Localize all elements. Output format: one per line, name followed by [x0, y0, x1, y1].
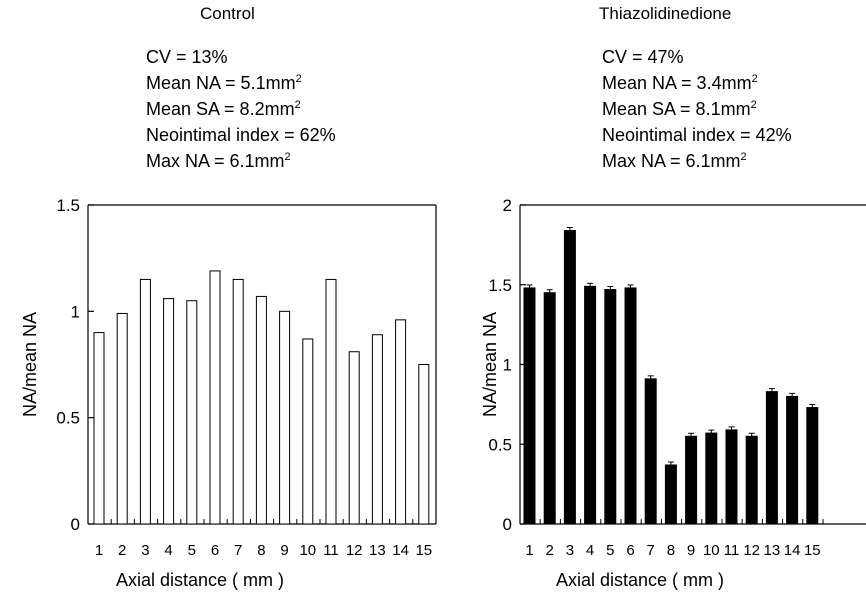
x-tick-label: 6	[211, 542, 219, 559]
y-tick-label: 1.5	[488, 276, 512, 295]
bar	[523, 287, 536, 525]
y-tick-label: 1	[503, 356, 512, 375]
bar	[685, 435, 698, 525]
bar	[255, 295, 267, 525]
bar	[563, 230, 576, 525]
bar	[209, 270, 221, 525]
x-tick-label: 7	[234, 542, 242, 559]
stat-line: Neointimal index = 62%	[146, 125, 336, 145]
bar	[302, 338, 314, 525]
stat-line: CV = 47%	[602, 47, 684, 67]
stats-block: CV = 47% Mean NA = 3.4mm2 Mean SA = 8.1m…	[602, 44, 792, 174]
x-tick-label: 3	[566, 542, 574, 559]
y-tick-label: 2	[503, 196, 512, 215]
stat-line: Mean SA = 8.2mm2	[146, 99, 301, 119]
x-tick-label: 15	[415, 542, 432, 559]
x-tick-label: 2	[118, 542, 126, 559]
y-tick-label: 0.5	[488, 435, 512, 454]
y-tick-label: 0	[71, 515, 80, 534]
y-axis-label: NA/mean NA	[20, 312, 40, 417]
x-tick-label: 2	[546, 542, 554, 559]
bar	[664, 464, 677, 525]
x-tick-label: 9	[687, 542, 695, 559]
bar	[139, 278, 151, 525]
x-tick-label: 10	[703, 542, 720, 559]
y-tick-label: 1.5	[56, 196, 80, 215]
bar	[371, 334, 383, 525]
bar	[348, 351, 360, 525]
bar	[624, 287, 637, 525]
x-tick-label: 4	[586, 542, 594, 559]
y-tick-label: 0	[503, 515, 512, 534]
bar	[705, 432, 718, 525]
bar	[232, 278, 244, 525]
stats-block: CV = 13% Mean NA = 5.1mm2 Mean SA = 8.2m…	[146, 44, 336, 174]
bar	[186, 300, 198, 525]
bar	[116, 312, 128, 525]
stat-line: Mean NA = 5.1mm2	[146, 73, 302, 93]
bar	[418, 364, 430, 525]
x-tick-label: 4	[164, 542, 172, 559]
x-tick-label: 13	[764, 542, 781, 559]
bar	[584, 285, 597, 525]
bar	[745, 435, 758, 525]
x-tick-label: 6	[626, 542, 634, 559]
stat-line: CV = 13%	[146, 47, 228, 67]
x-tick-label: 7	[647, 542, 655, 559]
x-tick-label: 1	[525, 542, 533, 559]
y-tick-label: 0.5	[56, 409, 80, 428]
stat-line: Neointimal index = 42%	[602, 125, 792, 145]
control-panel: Control CV = 13% Mean NA = 5.1mm2 Mean S…	[20, 4, 437, 590]
x-tick-label: 5	[188, 542, 196, 559]
bar	[163, 298, 175, 525]
bar	[806, 407, 819, 525]
x-tick-label: 9	[280, 542, 288, 559]
stat-line: Mean SA = 8.1mm2	[602, 99, 757, 119]
y-axis-label: NA/mean NA	[480, 312, 500, 417]
bar	[395, 319, 407, 525]
x-tick-label: 5	[606, 542, 614, 559]
bar	[725, 429, 738, 525]
bar	[543, 292, 556, 525]
y-tick-label: 1	[71, 302, 80, 321]
stat-line: Max NA = 6.1mm2	[602, 151, 747, 171]
bar	[786, 395, 799, 525]
x-tick-label: 12	[346, 542, 363, 559]
x-tick-label: 1	[95, 542, 103, 559]
x-axis-label: Axial distance ( mm )	[556, 570, 724, 590]
x-tick-label: 14	[784, 542, 801, 559]
x-tick-label: 8	[667, 542, 675, 559]
stat-line: Mean NA = 3.4mm2	[602, 73, 758, 93]
stat-line: Max NA = 6.1mm2	[146, 151, 291, 171]
x-tick-label: 12	[743, 542, 760, 559]
x-tick-label: 15	[804, 542, 821, 559]
x-tick-label: 10	[299, 542, 316, 559]
thiazolidinedione-panel: Thiazolidinedione CV = 47% Mean NA = 3.4…	[440, 0, 866, 597]
x-tick-label: 11	[724, 542, 740, 559]
x-tick-label: 14	[392, 542, 409, 559]
x-axis-label: Axial distance ( mm )	[116, 570, 284, 590]
bar	[644, 378, 657, 525]
bar	[604, 289, 617, 525]
bar	[765, 391, 778, 525]
bar	[279, 310, 291, 525]
x-tick-label: 3	[141, 542, 149, 559]
x-tick-label: 8	[257, 542, 265, 559]
chart-title: Control	[200, 4, 255, 23]
x-tick-label: 13	[369, 542, 386, 559]
x-tick-label: 11	[323, 542, 339, 559]
bar	[93, 332, 105, 525]
chart-title: Thiazolidinedione	[599, 4, 732, 23]
bar	[325, 278, 337, 525]
